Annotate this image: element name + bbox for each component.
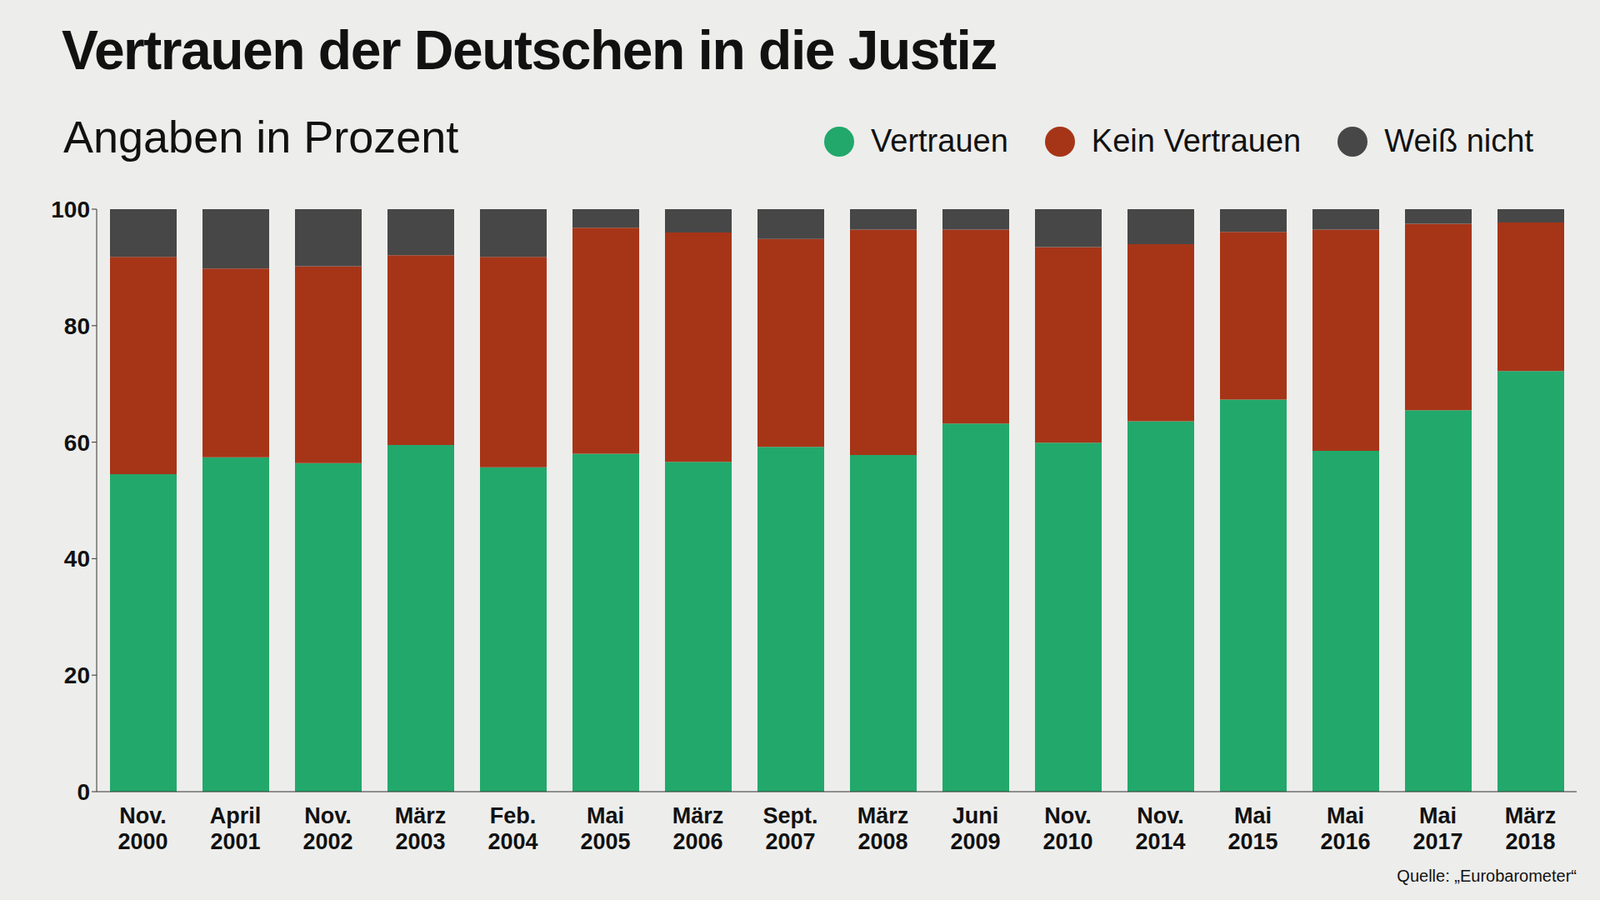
html-text:Angaben in Prozent: Angaben in Prozent [63, 111, 459, 162]
html-text:Quelle: „Eurobarometer“: Quelle: „Eurobarometer“ [1396, 866, 1577, 885]
svg-text:April2001: April2001 [210, 803, 262, 855]
svg-text:März2006: März2006 [672, 803, 725, 855]
html-text:Weiß nicht: Weiß nicht [1384, 123, 1534, 159]
html-text:Vertrauen: Vertrauen [870, 123, 1009, 159]
svg-text:März2018: März2018 [1505, 803, 1557, 855]
svg-text:März2008: März2008 [857, 803, 910, 855]
svg-text:Nov.2002: Nov.2002 [302, 803, 353, 855]
svg-text:Mai2017: Mai2017 [1412, 803, 1463, 855]
svg-text:Feb.2004: Feb.2004 [487, 803, 538, 855]
svg-text:Mai2015: Mai2015 [1227, 803, 1278, 855]
svg-text:Nov.2014: Nov.2014 [1135, 803, 1185, 855]
svg-text:Nov.2000: Nov.2000 [117, 803, 168, 855]
svg-text:40: 40 [64, 545, 90, 572]
svg-text:Mai2005: Mai2005 [580, 803, 630, 855]
svg-text:Mai2016: Mai2016 [1320, 803, 1370, 855]
svg-text:80: 80 [64, 313, 90, 340]
svg-text:60: 60 [64, 430, 90, 456]
svg-text:Sept.2007: Sept.2007 [762, 803, 818, 855]
svg-text:0: 0 [76, 779, 90, 805]
svg-text:20: 20 [64, 662, 90, 689]
html-text:Vertrauen der Deutschen in die: Vertrauen der Deutschen in die Justiz [61, 19, 997, 81]
svg-text:März2003: März2003 [395, 803, 447, 855]
svg-text:Juni2009: Juni2009 [950, 803, 1000, 855]
html-text:Kein Vertrauen: Kein Vertrauen [1091, 123, 1301, 159]
svg-text:100: 100 [50, 196, 90, 223]
svg-text:Nov.2010: Nov.2010 [1042, 803, 1093, 855]
